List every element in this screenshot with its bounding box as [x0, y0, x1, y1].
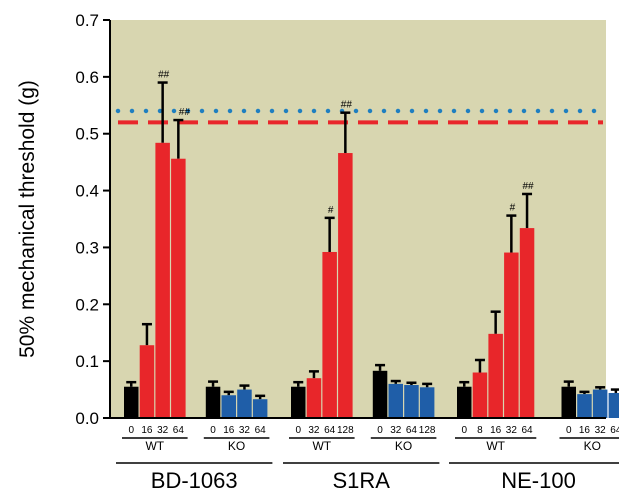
bar	[457, 386, 472, 418]
bar	[561, 386, 576, 418]
bar	[404, 385, 419, 418]
dose-label: 128	[337, 425, 354, 436]
y-tick-label: 0.6	[75, 68, 99, 87]
dose-label: 32	[595, 425, 607, 436]
genotype-label: WT	[486, 439, 505, 453]
drug-label: NE-100	[501, 468, 576, 493]
genotype-label: KO	[584, 439, 601, 453]
bar	[592, 389, 608, 418]
bar	[322, 251, 337, 418]
dose-label: 0	[128, 425, 134, 436]
bar	[155, 142, 170, 418]
reference-lines	[115, 108, 606, 125]
dose-label: 8	[477, 425, 483, 436]
dose-label: 16	[579, 425, 591, 436]
bar	[388, 383, 403, 418]
dose-label: 0	[295, 425, 301, 436]
dose-label: 32	[157, 425, 169, 436]
drug-label: BD-1063	[151, 468, 238, 493]
y-tick-label: 0.3	[75, 238, 99, 257]
bar	[472, 372, 488, 418]
dose-label: 32	[506, 425, 518, 436]
bar	[488, 333, 503, 418]
bar	[577, 394, 592, 418]
significance-mark: #	[510, 203, 516, 214]
bar	[519, 228, 535, 418]
genotype-label: KO	[395, 439, 412, 453]
y-tick-label: 0.1	[75, 352, 99, 371]
dose-label: 128	[419, 425, 436, 436]
y-tick-label: 0.7	[75, 11, 99, 30]
significance-mark: ##	[158, 70, 170, 81]
significance-mark: #	[328, 205, 334, 216]
significance-mark: ##	[341, 100, 353, 111]
genotype-label: WT	[145, 439, 164, 453]
bar	[338, 153, 353, 418]
dose-label: 0	[377, 425, 383, 436]
y-tick-label: 0.4	[75, 182, 99, 201]
significance-mark: ##	[179, 107, 191, 118]
drug-label: S1RA	[332, 468, 390, 493]
y-tick-label: 0.5	[75, 125, 99, 144]
bar	[205, 386, 221, 418]
y-axis-ticks: 0.0 0.1 0.2 0.3 0.4 0.5 0.6 0.7	[75, 11, 110, 428]
dose-label: 0	[461, 425, 467, 436]
bar	[504, 252, 519, 418]
dose-label: 64	[324, 425, 336, 436]
genotype-label: KO	[228, 439, 245, 453]
dose-label: 64	[173, 425, 185, 436]
dose-label: 32	[308, 425, 320, 436]
dose-label: 16	[141, 425, 153, 436]
bars	[124, 81, 619, 418]
bar	[372, 370, 388, 418]
bar	[252, 399, 268, 418]
bar	[139, 345, 155, 418]
y-axis-label: 50% mechanical threshold (g)	[16, 80, 39, 358]
bar	[237, 389, 252, 418]
bar	[221, 395, 236, 418]
dose-label: 64	[255, 425, 267, 436]
y-tick-label: 0.0	[75, 409, 99, 428]
bar	[419, 387, 435, 418]
dose-label: 16	[223, 425, 235, 436]
dose-label: 0	[566, 425, 572, 436]
y-tick-label: 0.2	[75, 295, 99, 314]
bar	[171, 158, 186, 418]
bar	[306, 378, 322, 418]
bar	[291, 386, 306, 418]
dose-label: 64	[406, 425, 418, 436]
dose-label: 64	[521, 425, 533, 436]
significance-mark: ##	[522, 181, 534, 192]
dose-label: 16	[490, 425, 502, 436]
dose-label: 0	[210, 425, 216, 436]
bar	[124, 386, 139, 418]
genotype-label: WT	[312, 439, 331, 453]
dose-label: 64	[610, 425, 619, 436]
annotations: ##########	[158, 70, 534, 216]
dose-label: 32	[390, 425, 402, 436]
dose-label: 32	[239, 425, 251, 436]
bar	[608, 392, 619, 418]
